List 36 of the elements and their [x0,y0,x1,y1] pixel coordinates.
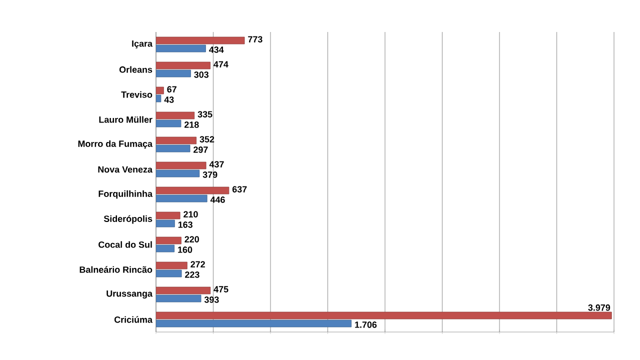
data-label: 379 [202,172,218,178]
data-label: 434 [209,46,224,53]
y-tick-label: Urussanga [106,290,153,299]
data-label: 160 [178,246,192,253]
data-label: 475 [214,286,228,292]
data-label: 474 [214,61,228,68]
data-label: 3.979 [588,304,610,311]
data-label: 1.706 [355,322,377,328]
data-label: 303 [194,72,209,78]
y-tick-label: Lauro Müller [99,116,152,123]
data-label: 163 [178,222,192,228]
data-label: 335 [198,111,212,118]
y-tick-label: Morro da Fumaça [78,140,153,149]
data-label: 437 [209,161,224,168]
y-tick-label: Orleans [119,66,152,73]
data-label: 446 [210,196,225,203]
data-label: 43 [164,96,174,103]
data-label: 393 [204,296,219,303]
data-label: 773 [248,36,262,42]
data-label: 297 [194,146,208,153]
data-label: 210 [184,211,198,218]
y-tick-label: Treviso [121,91,152,98]
data-label: 637 [232,186,247,192]
data-label: 220 [184,236,199,242]
y-tick-label: Balneário Rincão [80,266,152,273]
y-tick-label: Siderópolis [104,215,152,224]
data-label: 352 [200,136,214,142]
y-tick-label: Criciúma [114,316,153,323]
data-label: 67 [167,86,176,92]
y-tick-label: Nova Veneza [98,166,153,173]
y-tick-label: Cocal do Sul [98,241,152,248]
data-label: 223 [185,272,200,278]
data-label: 272 [190,261,205,268]
y-tick-label: Içara [132,40,153,49]
y-tick-label: Forquilhinha [98,190,153,199]
data-label: 218 [184,122,199,128]
